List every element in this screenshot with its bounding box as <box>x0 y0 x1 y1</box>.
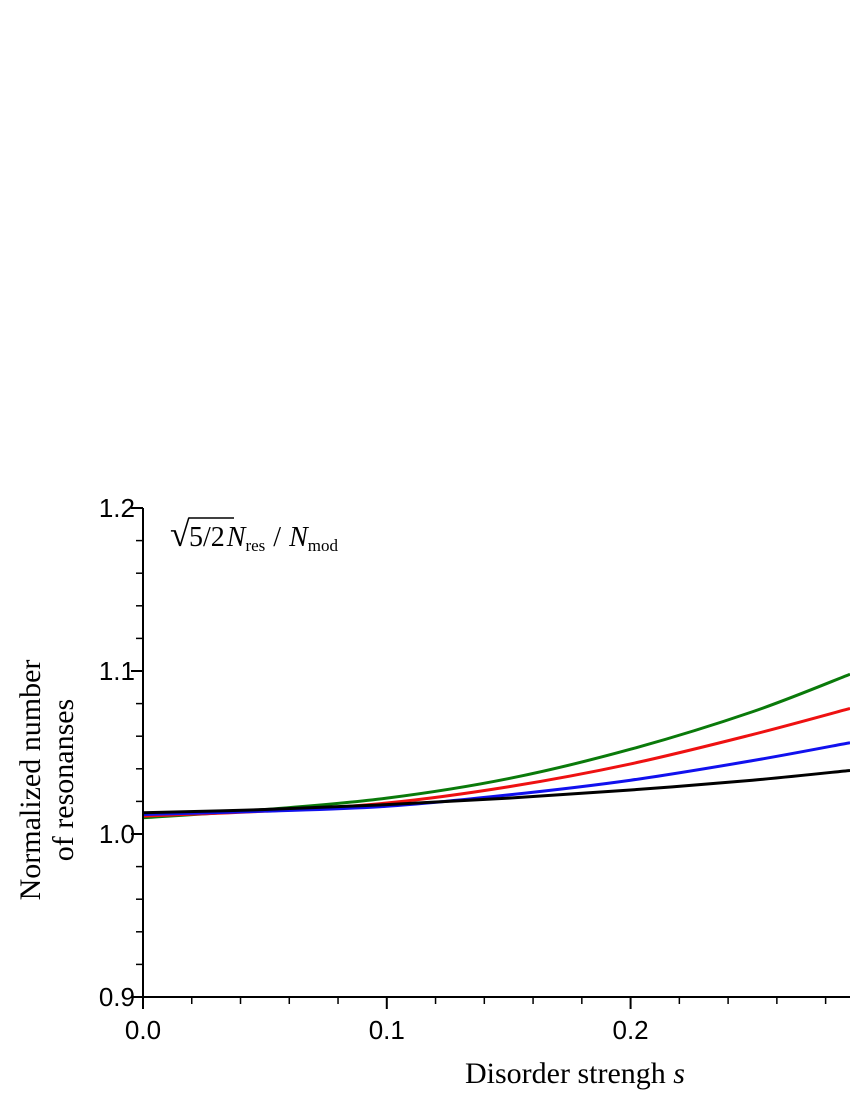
series-line-3 <box>142 741 850 816</box>
x-tick-label: 0.1 <box>369 1015 405 1045</box>
y-tick-label: 1.0 <box>99 819 135 849</box>
x-tick-label: 0.0 <box>125 1015 161 1045</box>
series-layer <box>142 672 850 820</box>
annotation-sqrt-content: 5/2 <box>189 522 225 553</box>
y-tick-label: 1.1 <box>99 656 135 686</box>
annotation-sqrt-sign: √ <box>170 514 190 554</box>
annotation-slash: / <box>273 522 281 553</box>
y-axis-title-line1: Normalized number <box>14 660 47 901</box>
ticks-layer: 0.0 0.1 0.2 0.9 1.0 1.1 1.2 <box>99 493 827 1045</box>
annotation-mod-sub: mod <box>308 536 339 555</box>
annotation-n-mod: N <box>288 522 309 553</box>
y-axis-title-line2: of resonanses <box>47 699 80 861</box>
annotation-res-sub: res <box>245 536 265 555</box>
y-tick-label: 1.2 <box>99 493 135 523</box>
y-axis-title: Normalized number of resonanses <box>14 660 80 901</box>
x-axis-title: Disorder strengh s <box>465 1057 685 1090</box>
x-axis-title-text: Disorder strengh <box>465 1057 666 1090</box>
y-tick-label: 0.9 <box>99 982 135 1012</box>
axes-layer <box>142 508 850 998</box>
x-tick-label: 0.2 <box>613 1015 649 1045</box>
annotation-formula: 5/2Nres / Nmod <box>189 522 338 555</box>
x-axis-title-var: s <box>673 1057 685 1090</box>
annotation-n-res: N <box>226 522 247 553</box>
series-line-4 <box>142 768 850 815</box>
